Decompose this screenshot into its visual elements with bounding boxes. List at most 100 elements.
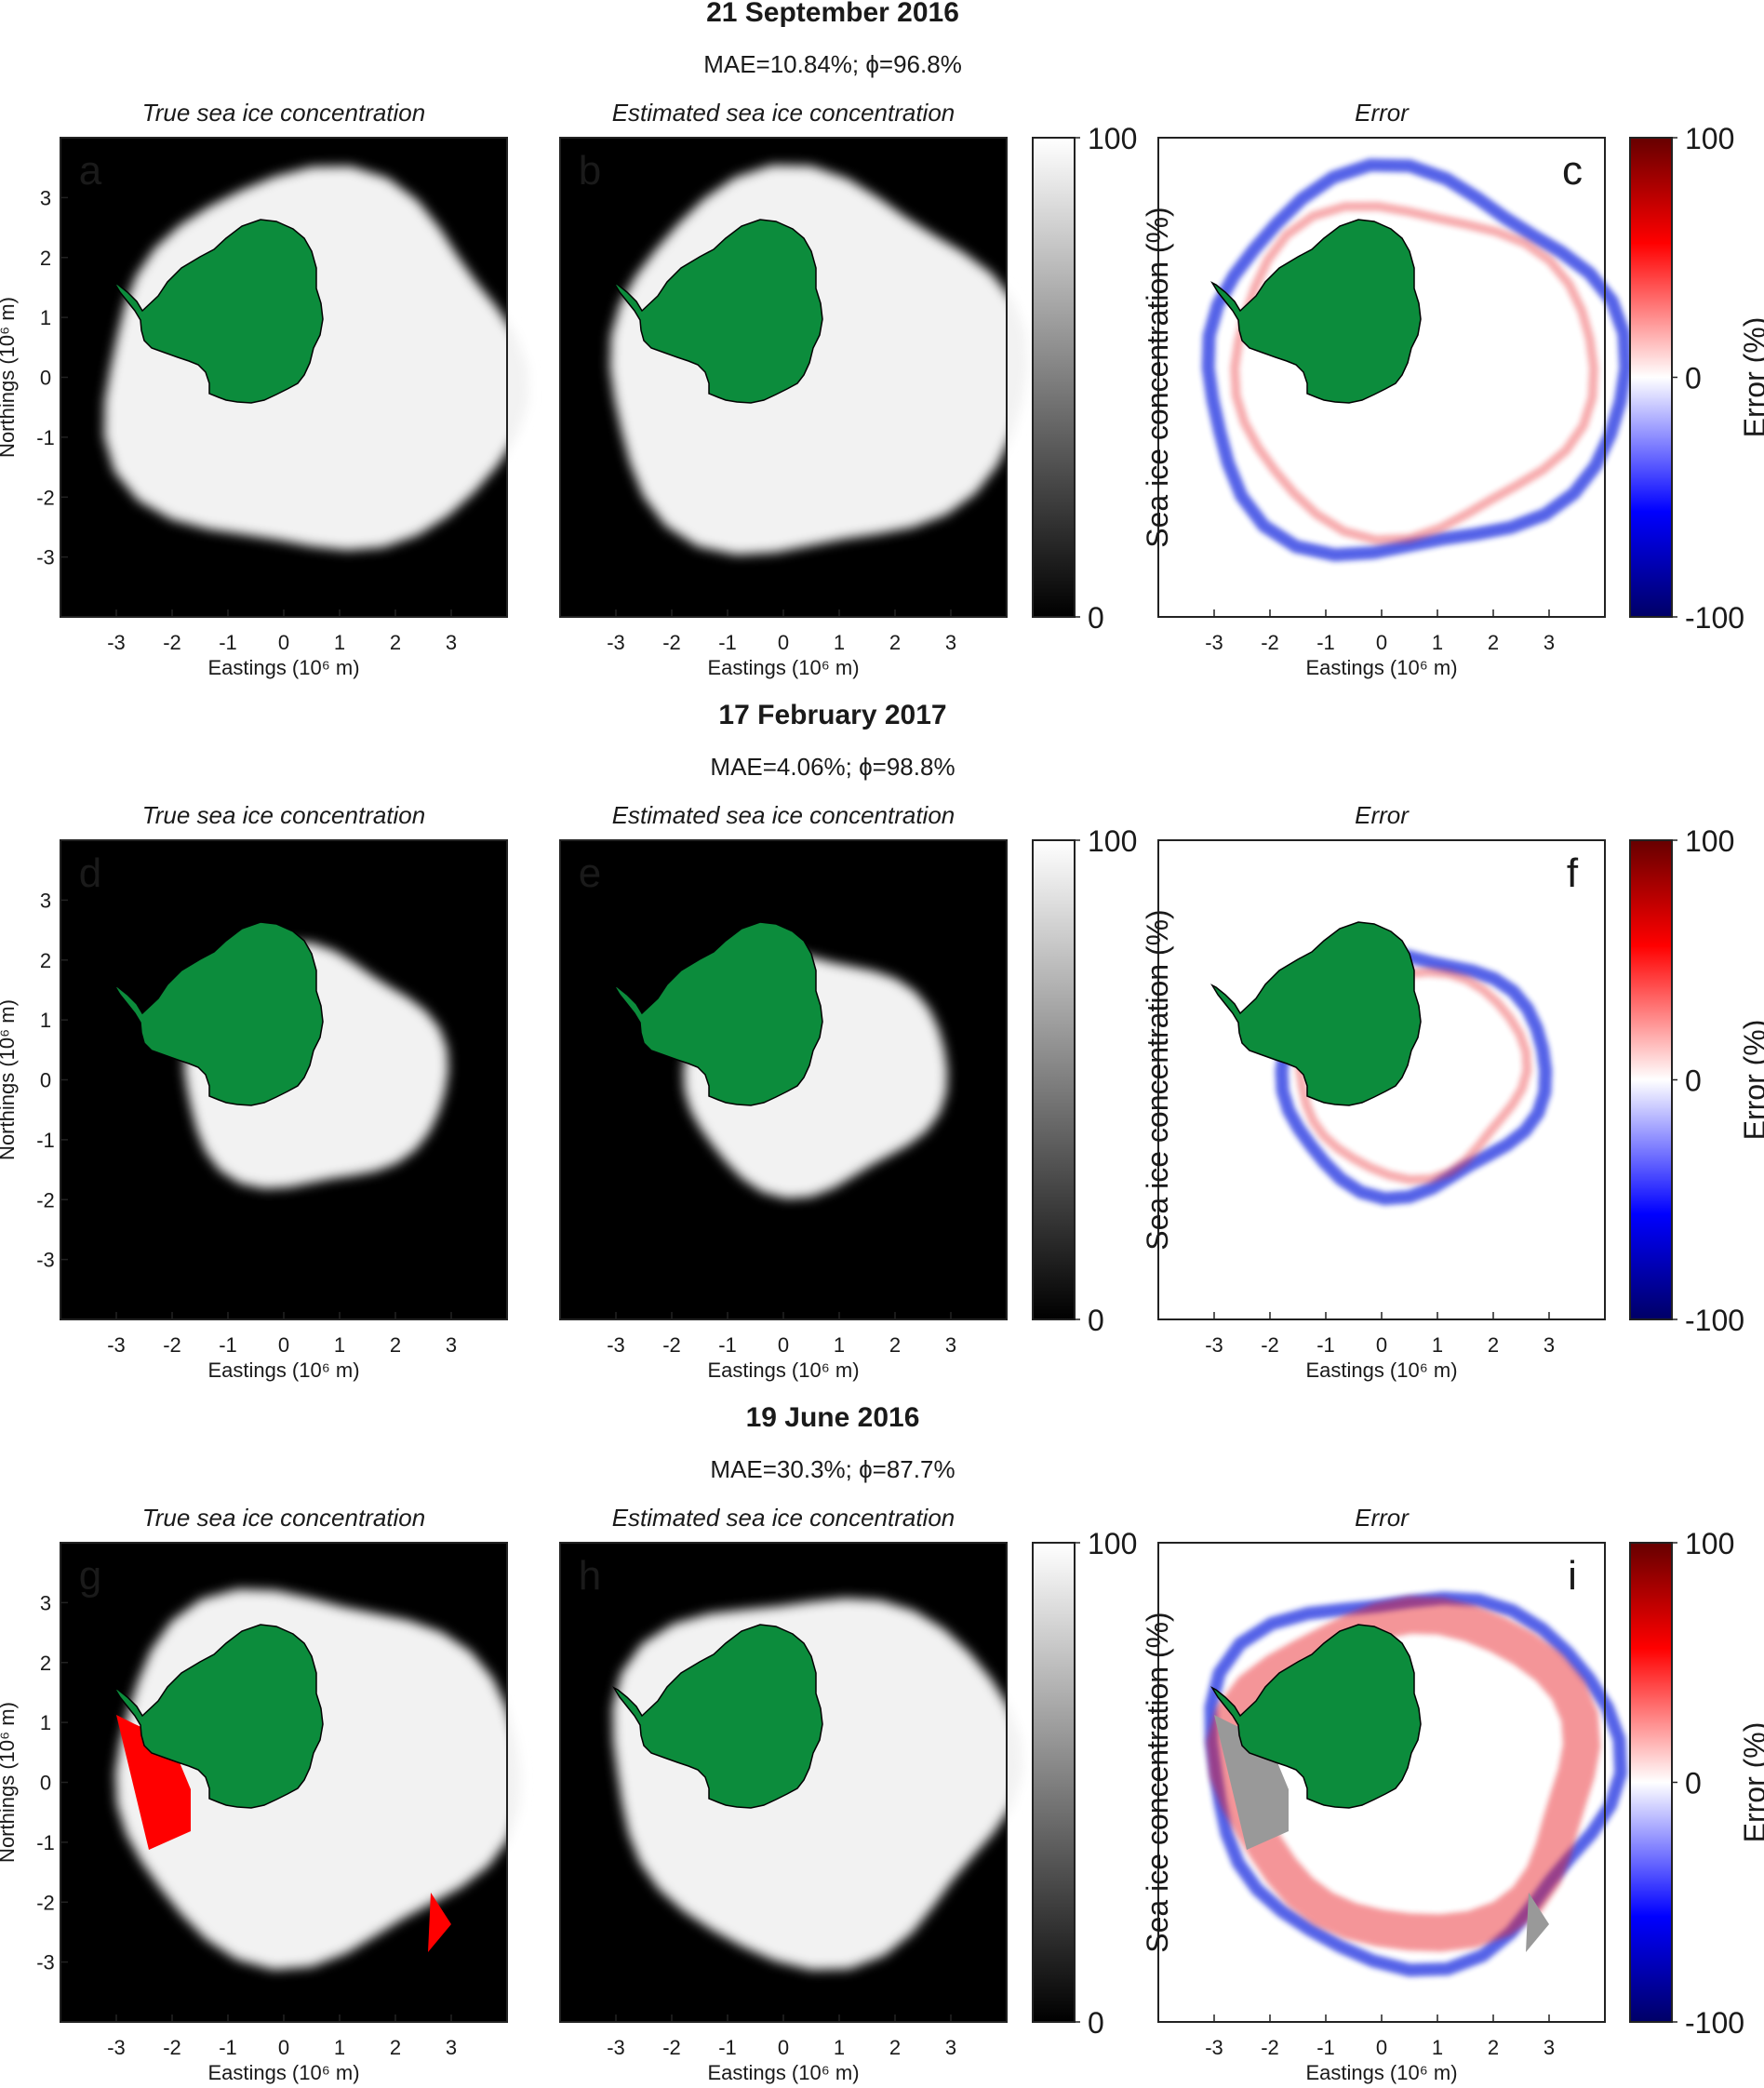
x-tick-label: 2: [390, 1333, 401, 1357]
y-tick-label: -2: [36, 1188, 55, 1211]
y-tick-label: -1: [36, 1129, 55, 1152]
x-tick-label: 2: [1488, 631, 1499, 654]
panel-letter: c: [1562, 148, 1583, 194]
x-tick-label: 0: [1376, 631, 1387, 654]
row-1: 21 September 2016 MAE=10.84%; ϕ=96.8% True…: [0, 0, 1764, 679]
colorbar-tick-label: -100: [1685, 601, 1744, 635]
x-tick-label: -3: [607, 2036, 625, 2059]
colorbar-label: Error (%): [1738, 317, 1764, 438]
x-tick-label: 1: [834, 2036, 845, 2059]
y-tick-label: 3: [40, 889, 51, 912]
x-tick-label: 1: [1432, 631, 1443, 654]
y-axis-label: Northings (10⁶ m): [0, 999, 19, 1160]
x-tick-label: -1: [718, 2036, 737, 2059]
x-tick-label: 3: [1544, 2036, 1555, 2059]
x-axis-label: Eastings (10⁶ m): [1305, 656, 1457, 679]
panel-letter: e: [579, 850, 601, 896]
x-axis-label: Eastings (10⁶ m): [1305, 1359, 1457, 1382]
row-date: 17 February 2017: [718, 700, 946, 730]
x-tick-label: -2: [1261, 1333, 1279, 1357]
y-tick-label: 2: [40, 1652, 51, 1675]
colorbar-tick-label: 0: [1088, 2006, 1104, 2040]
y-tick-label: -1: [36, 426, 55, 449]
x-tick-label: -2: [662, 631, 681, 654]
x-tick-label: 3: [1544, 1333, 1555, 1357]
colorbar-tick-label: 100: [1088, 1527, 1137, 1560]
y-tick-label: -1: [36, 1831, 55, 1854]
x-tick-label: -3: [1205, 1333, 1223, 1357]
x-axis-label: Eastings (10⁶ m): [707, 1359, 859, 1382]
colorbar-gradient: [1629, 839, 1673, 1320]
x-tick-label: -1: [718, 631, 737, 654]
x-tick-label: 1: [1432, 2036, 1443, 2059]
x-tick-label: -1: [219, 2036, 237, 2059]
x-tick-label: -1: [718, 1333, 737, 1357]
x-tick-label: 1: [334, 1333, 345, 1357]
y-tick-label: -2: [36, 1891, 55, 1914]
x-tick-label: 0: [778, 1333, 789, 1357]
y-tick-label: 1: [40, 1009, 51, 1032]
error-negative-edge: [1275, 944, 1553, 1206]
panel-title: True sea ice concentration: [142, 99, 425, 127]
colorbar-tick-label: 100: [1685, 1527, 1734, 1560]
x-tick-label: 2: [390, 631, 401, 654]
y-tick-label: -3: [36, 1951, 55, 1974]
x-tick-label: 0: [1376, 2036, 1387, 2059]
panel-letter: i: [1568, 1553, 1577, 1599]
x-axis-label: Eastings (10⁶ m): [207, 656, 359, 679]
y-tick-label: 1: [40, 1711, 51, 1734]
row-2: 17 February 2017 MAE=4.06%; ϕ=98.8% True s…: [0, 700, 1764, 1382]
colorbar-tick-label: 100: [1685, 824, 1734, 858]
x-axis-label: Eastings (10⁶ m): [207, 2061, 359, 2084]
colorbar-tick-label: 100: [1088, 824, 1137, 858]
panel-d: True sea ice concentration d -3 -2 -1 0 1 2 3 Eas…: [0, 801, 508, 1382]
row-metrics: MAE=4.06%; ϕ=98.8%: [710, 753, 955, 781]
colorbar-sea-ice: 100 0 Sea ice concentration (%): [1032, 824, 1174, 1337]
x-tick-label: 3: [1544, 631, 1555, 654]
colorbar-tick-label: 0: [1685, 1767, 1702, 1800]
x-tick-label: -3: [607, 1333, 625, 1357]
x-tick-label: 2: [1488, 1333, 1499, 1357]
y-tick-label: 2: [40, 949, 51, 972]
x-tick-label: -3: [107, 1333, 126, 1357]
colorbar-sea-ice: 100 0 Sea ice concentration (%): [1032, 122, 1174, 635]
colorbar-tick-label: 100: [1685, 122, 1734, 155]
x-tick-label: 0: [278, 2036, 289, 2059]
colorbar-tick-label: 0: [1088, 1304, 1104, 1337]
x-tick-label: 2: [390, 2036, 401, 2059]
panel-title: Error: [1355, 99, 1410, 127]
x-tick-label: 0: [278, 1333, 289, 1357]
y-tick-label: -2: [36, 486, 55, 509]
x-axis-label: Eastings (10⁶ m): [1305, 2061, 1457, 2084]
y-tick-label: 2: [40, 247, 51, 270]
x-tick-label: -1: [1316, 631, 1335, 654]
error-positive-band: [1229, 201, 1599, 545]
x-tick-label: 0: [278, 631, 289, 654]
panel-letter: d: [79, 850, 101, 896]
panel-title: True sea ice concentration: [142, 1504, 425, 1532]
y-tick-label: 0: [40, 1772, 51, 1795]
x-axis-label: Eastings (10⁶ m): [707, 656, 859, 679]
panel-title: Error: [1355, 801, 1410, 829]
panel-c: Error c -3 -2 -1 0 1 2 3 Eastings (10⁶ m): [1157, 99, 1633, 679]
colorbar-gradient: [1032, 839, 1076, 1320]
panel-letter: b: [579, 148, 601, 194]
x-tick-label: -2: [1261, 2036, 1279, 2059]
panel-h: Estimated sea ice concentration h -3 -2 -1 0 1…: [559, 1504, 1023, 2084]
colorbar-error: 100 0 -100 Error (%): [1629, 122, 1764, 635]
x-tick-label: 1: [334, 631, 345, 654]
x-tick-label: 2: [889, 631, 901, 654]
colorbar-label: Sea ice concentration (%): [1141, 207, 1174, 547]
error-positive-band: [1206, 1596, 1601, 1952]
panel-letter: f: [1567, 850, 1579, 896]
x-tick-label: -1: [1316, 1333, 1335, 1357]
x-tick-label: 3: [446, 2036, 457, 2059]
x-tick-label: -3: [107, 631, 126, 654]
panel-letter: h: [579, 1553, 601, 1599]
panel-b: Estimated sea ice concentration b -3 -2 -1 0 1…: [559, 99, 1028, 679]
colorbar-label: Sea ice concentration (%): [1141, 909, 1174, 1250]
error-negative-edge: [1201, 158, 1633, 562]
x-tick-label: 2: [1488, 2036, 1499, 2059]
y-tick-label: 1: [40, 306, 51, 329]
